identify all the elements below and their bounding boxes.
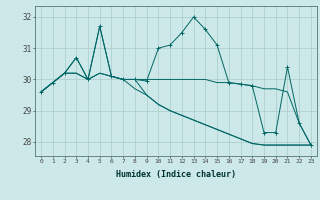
X-axis label: Humidex (Indice chaleur): Humidex (Indice chaleur): [116, 170, 236, 179]
